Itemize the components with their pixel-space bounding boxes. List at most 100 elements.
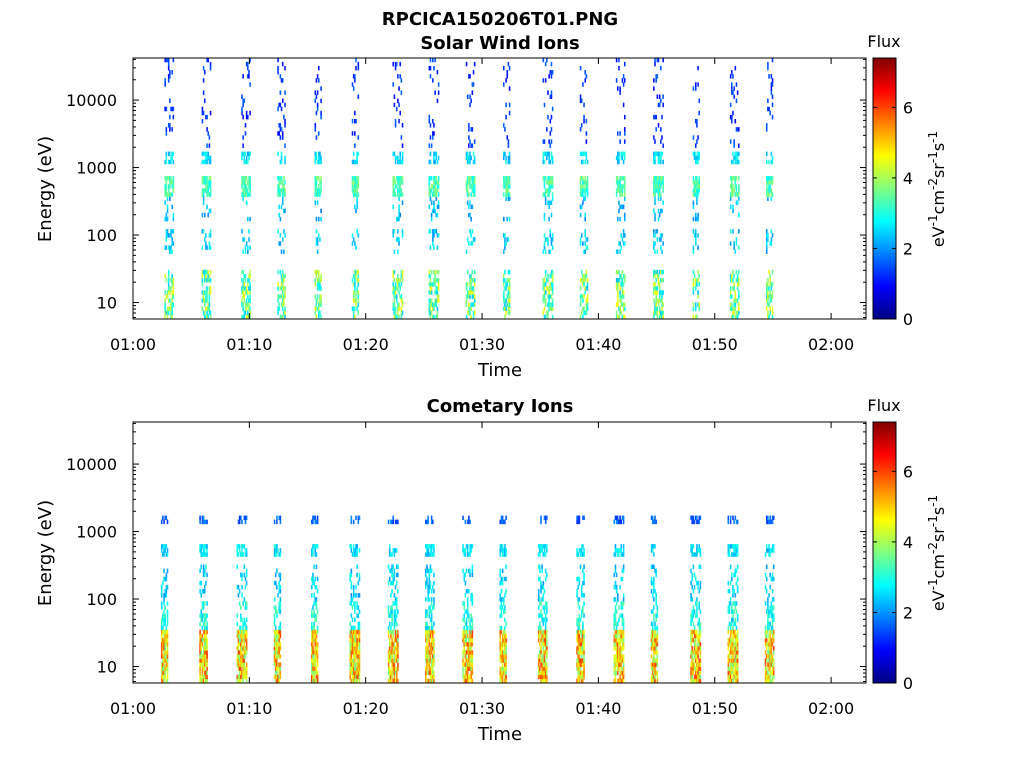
spectrogram-cell <box>469 654 471 659</box>
spectrogram-cell <box>427 633 429 639</box>
spectrogram-cell <box>691 629 694 635</box>
spectrogram-cell <box>244 192 247 197</box>
spectrogram-cell <box>694 302 697 307</box>
spectrogram-cell <box>166 678 169 684</box>
spectrogram-cell <box>277 294 279 299</box>
spectrogram-cell <box>248 302 250 307</box>
spectrogram-cell <box>765 298 768 303</box>
spectrogram-cell <box>622 568 625 574</box>
spectrogram-cell <box>236 678 239 684</box>
spectrogram-cell <box>623 216 626 222</box>
spectrogram-cell <box>660 269 662 275</box>
spectrogram-cell <box>727 625 730 631</box>
spectrogram-cell <box>163 670 165 676</box>
spectrogram-cell <box>273 548 276 553</box>
spectrogram-cell <box>769 290 771 295</box>
spectrogram-cell <box>201 118 204 124</box>
spectrogram-cell <box>206 278 208 283</box>
spectrogram-cell <box>549 302 552 307</box>
spectrogram-cell <box>733 642 735 647</box>
spectrogram-cell <box>697 302 699 307</box>
spectrogram-cell <box>315 584 318 590</box>
spectrogram-cell <box>656 273 659 279</box>
spectrogram-cell <box>621 282 624 287</box>
spectrogram-cell <box>170 286 172 291</box>
spectrogram-cell <box>166 601 169 606</box>
spectrogram-cell <box>696 200 698 206</box>
spectrogram-cell <box>398 302 400 307</box>
spectrogram-cell <box>433 601 435 606</box>
spectrogram-cell <box>206 674 208 680</box>
spectrogram-cell <box>733 241 735 246</box>
spectrogram-cell <box>654 159 656 165</box>
spectrogram-cell <box>579 302 582 307</box>
spectrogram-cell <box>400 176 403 181</box>
spectrogram-cell <box>315 241 318 246</box>
spectrogram-cell <box>699 515 702 521</box>
spectrogram-cell <box>165 589 168 594</box>
spectrogram-cell <box>356 151 358 157</box>
spectrogram-cell <box>734 654 737 659</box>
spectrogram-cell <box>206 658 208 663</box>
spectrogram-cell <box>621 613 624 618</box>
spectrogram-cell <box>770 159 773 165</box>
spectrogram-cell <box>387 678 390 684</box>
spectrogram-cell <box>469 629 471 635</box>
spectrogram-cell <box>165 576 168 582</box>
spectrogram-cell <box>400 159 403 165</box>
spectrogram-cell <box>544 273 547 279</box>
spectrogram-cell <box>242 306 244 312</box>
spectrogram-cell <box>397 180 399 185</box>
spectrogram-cell <box>280 249 283 254</box>
spectrogram-cell <box>425 613 427 618</box>
spectrogram-cell <box>208 184 211 189</box>
spectrogram-cell <box>768 269 770 275</box>
spectrogram-cell <box>614 580 617 586</box>
spectrogram-cell <box>540 646 542 651</box>
spectrogram-cell <box>504 544 506 549</box>
spectrogram-cell <box>428 65 431 71</box>
spectrogram-cell <box>357 184 360 189</box>
spectrogram-cell <box>696 282 698 287</box>
spectrogram-cell <box>619 584 621 590</box>
spectrogram-cell <box>277 298 279 303</box>
spectrogram-cell <box>201 552 204 557</box>
spectrogram-cell <box>437 90 440 95</box>
spectrogram-cell <box>501 650 504 655</box>
spectrogram-cell <box>357 278 360 283</box>
spectrogram-cell <box>620 605 623 610</box>
spectrogram-cell <box>738 159 740 165</box>
spectrogram-cell <box>613 633 616 639</box>
spectrogram-cell <box>238 519 241 525</box>
spectrogram-cell <box>160 674 163 680</box>
spectrogram-cell <box>201 290 204 295</box>
spectrogram-cell <box>662 159 664 165</box>
spectrogram-cell <box>165 57 168 63</box>
spectrogram-cell <box>468 192 470 197</box>
spectrogram-cell <box>242 658 244 663</box>
spectrogram-cell <box>662 200 664 206</box>
spectrogram-cell <box>660 298 662 303</box>
spectrogram-cell <box>471 617 474 623</box>
spectrogram-cell <box>393 642 396 647</box>
spectrogram-cell <box>690 613 692 618</box>
spectrogram-cell <box>313 650 315 655</box>
spectrogram-cell <box>468 212 470 218</box>
spectrogram-cell <box>436 294 439 299</box>
spectrogram-cell <box>242 249 244 254</box>
spectrogram-cell <box>619 646 621 651</box>
spectrogram-cell <box>208 286 211 291</box>
spectrogram-cell <box>243 159 246 165</box>
spectrogram-cell <box>618 662 620 667</box>
spectrogram-cell <box>692 180 695 185</box>
spectrogram-cell <box>537 629 540 635</box>
spectrogram-cell <box>692 249 695 254</box>
spectrogram-cell <box>656 609 659 614</box>
spectrogram-cell <box>162 678 164 684</box>
spectrogram-cell <box>469 621 471 627</box>
spectrogram-cell <box>245 184 248 189</box>
spectrogram-cell <box>731 617 733 623</box>
spectrogram-cell <box>432 192 434 197</box>
spectrogram-cell <box>735 674 738 680</box>
spectrogram-cell <box>245 298 248 303</box>
